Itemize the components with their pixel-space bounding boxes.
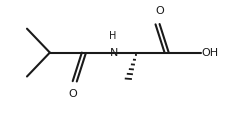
Text: OH: OH [201,48,218,58]
Text: N: N [109,48,117,58]
Text: H: H [109,31,116,41]
Text: O: O [155,6,163,16]
Text: O: O [68,89,77,99]
